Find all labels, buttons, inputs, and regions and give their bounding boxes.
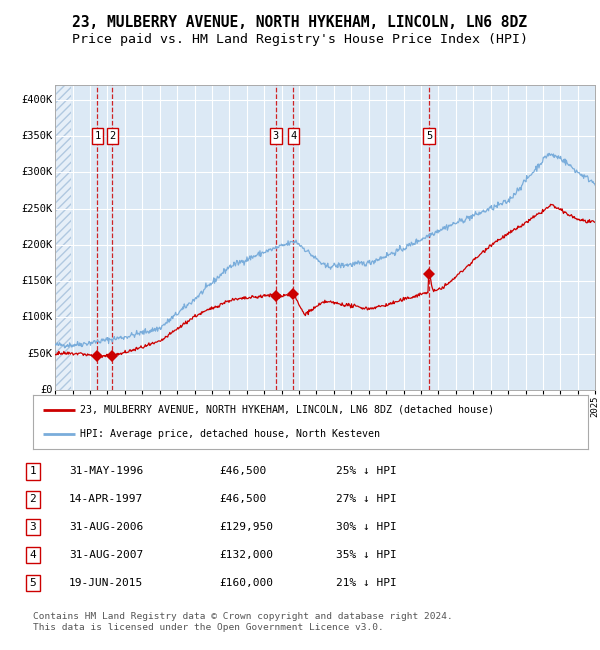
Text: 1: 1 — [94, 131, 100, 141]
Text: 3: 3 — [273, 131, 279, 141]
Text: £300K: £300K — [21, 167, 53, 177]
Text: 25% ↓ HPI: 25% ↓ HPI — [336, 466, 397, 476]
Text: £100K: £100K — [21, 313, 53, 322]
Text: 35% ↓ HPI: 35% ↓ HPI — [336, 550, 397, 560]
Text: £160,000: £160,000 — [219, 578, 273, 588]
Text: £132,000: £132,000 — [219, 550, 273, 560]
Text: 5: 5 — [29, 578, 37, 588]
Text: 27% ↓ HPI: 27% ↓ HPI — [336, 494, 397, 504]
Text: 2: 2 — [109, 131, 115, 141]
Text: 2: 2 — [29, 494, 37, 504]
Text: £250K: £250K — [21, 203, 53, 214]
Text: 31-AUG-2006: 31-AUG-2006 — [69, 522, 143, 532]
Text: 19-JUN-2015: 19-JUN-2015 — [69, 578, 143, 588]
Text: £200K: £200K — [21, 240, 53, 250]
Text: 30% ↓ HPI: 30% ↓ HPI — [336, 522, 397, 532]
Bar — [55, 85, 71, 390]
Text: 5: 5 — [426, 131, 433, 141]
Text: Price paid vs. HM Land Registry's House Price Index (HPI): Price paid vs. HM Land Registry's House … — [72, 32, 528, 46]
Text: £150K: £150K — [21, 276, 53, 286]
Text: 31-MAY-1996: 31-MAY-1996 — [69, 466, 143, 476]
Text: £129,950: £129,950 — [219, 522, 273, 532]
Text: £46,500: £46,500 — [219, 494, 266, 504]
Text: 4: 4 — [290, 131, 296, 141]
Text: £350K: £350K — [21, 131, 53, 141]
Text: Contains HM Land Registry data © Crown copyright and database right 2024.
This d: Contains HM Land Registry data © Crown c… — [33, 612, 453, 632]
Text: 4: 4 — [29, 550, 37, 560]
Text: 23, MULBERRY AVENUE, NORTH HYKEHAM, LINCOLN, LN6 8DZ (detached house): 23, MULBERRY AVENUE, NORTH HYKEHAM, LINC… — [80, 404, 494, 415]
Text: £0: £0 — [40, 385, 53, 395]
Text: £400K: £400K — [21, 95, 53, 105]
Text: 21% ↓ HPI: 21% ↓ HPI — [336, 578, 397, 588]
Text: 23, MULBERRY AVENUE, NORTH HYKEHAM, LINCOLN, LN6 8DZ: 23, MULBERRY AVENUE, NORTH HYKEHAM, LINC… — [73, 15, 527, 31]
Text: HPI: Average price, detached house, North Kesteven: HPI: Average price, detached house, Nort… — [80, 429, 380, 439]
Text: 3: 3 — [29, 522, 37, 532]
Text: 14-APR-1997: 14-APR-1997 — [69, 494, 143, 504]
Text: 1: 1 — [29, 466, 37, 476]
Text: 31-AUG-2007: 31-AUG-2007 — [69, 550, 143, 560]
Text: £50K: £50K — [28, 348, 53, 359]
Text: £46,500: £46,500 — [219, 466, 266, 476]
